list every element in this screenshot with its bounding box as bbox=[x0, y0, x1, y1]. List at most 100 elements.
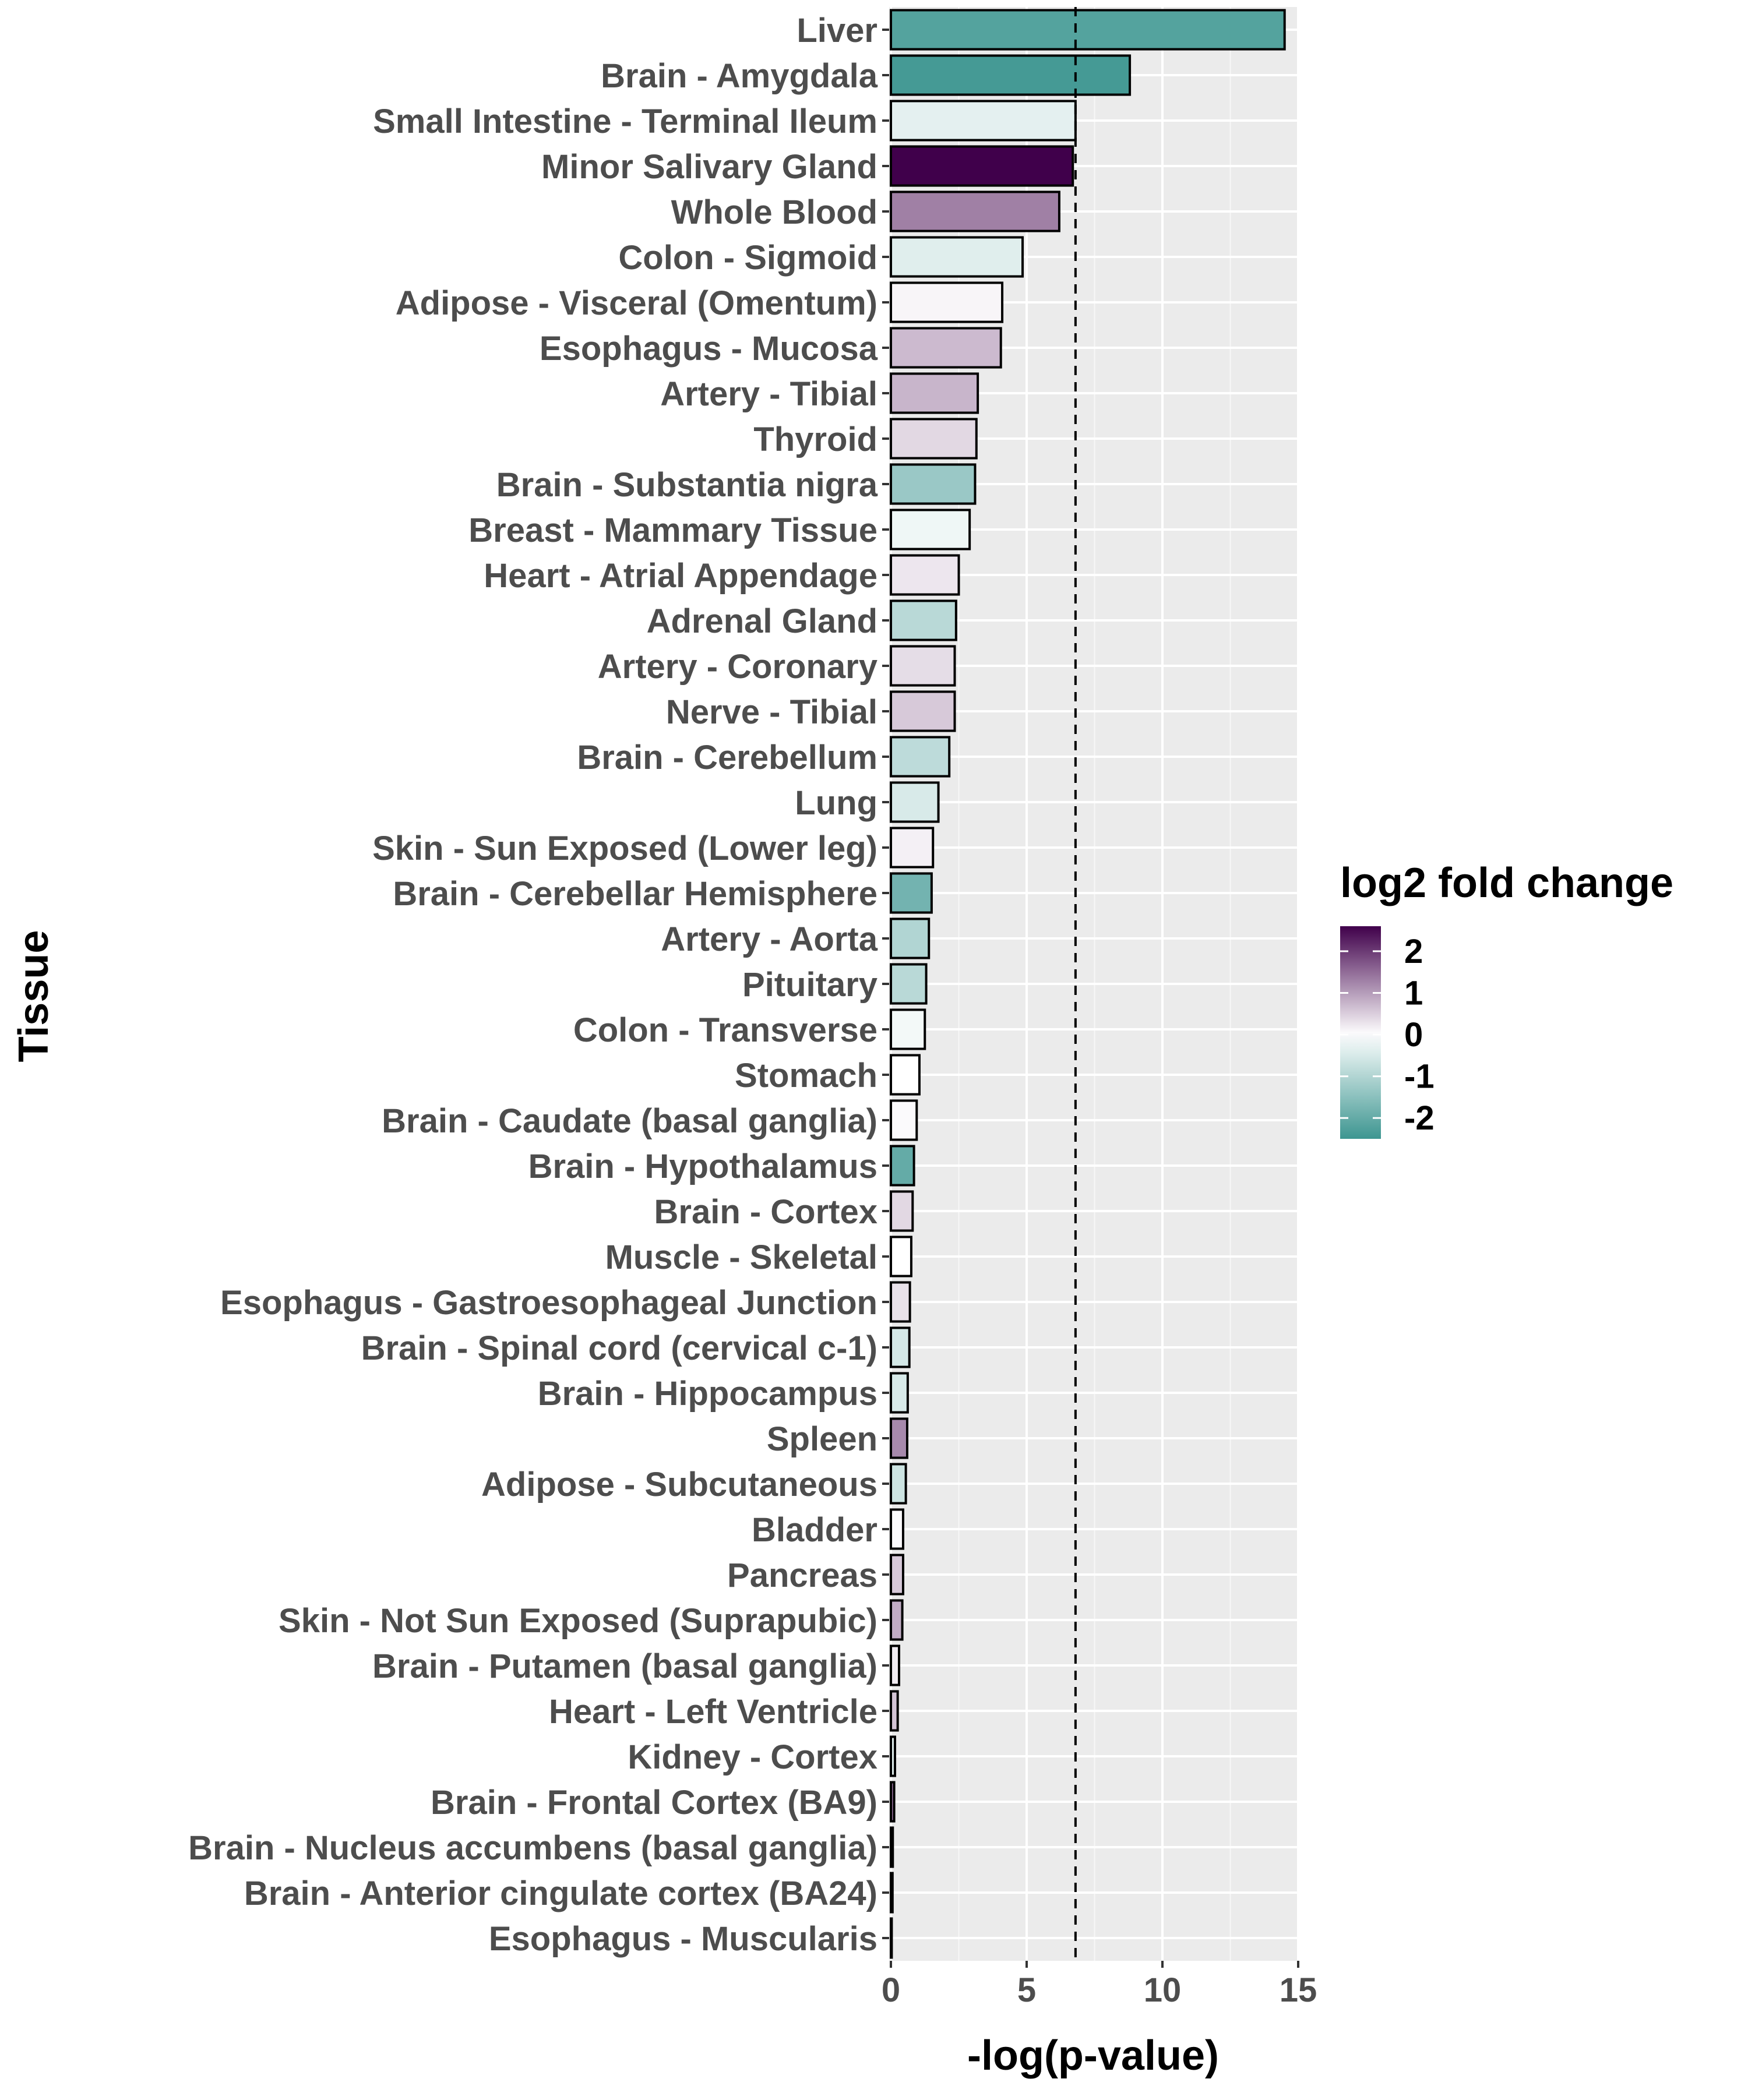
bars bbox=[890, 9, 1286, 1959]
bar bbox=[890, 645, 956, 687]
bar bbox=[890, 1735, 896, 1777]
category-label: Skin - Sun Exposed (Lower leg) bbox=[372, 830, 877, 867]
category-label: Esophagus - Gastroesophageal Junction bbox=[220, 1284, 877, 1322]
bar bbox=[890, 1281, 911, 1323]
category-label: Pancreas bbox=[727, 1557, 877, 1594]
category-label: Esophagus - Mucosa bbox=[540, 330, 878, 368]
x-tick-label: 5 bbox=[1017, 1971, 1036, 2009]
bar bbox=[890, 736, 951, 778]
bar bbox=[890, 1054, 921, 1096]
bar bbox=[890, 690, 956, 732]
bar bbox=[890, 1372, 909, 1414]
bar bbox=[890, 1508, 904, 1550]
category-label: Brain - Cortex bbox=[654, 1193, 877, 1231]
legend-tick-label: 1 bbox=[1404, 975, 1423, 1012]
legend-tick-label: 2 bbox=[1404, 933, 1423, 970]
y-axis-title: Tissue bbox=[10, 930, 57, 1063]
bar bbox=[890, 509, 971, 550]
bar bbox=[890, 1826, 894, 1868]
bar bbox=[890, 1644, 900, 1686]
x-axis-title: -log(p-value) bbox=[967, 2032, 1219, 2079]
category-label: Heart - Atrial Appendage bbox=[484, 557, 877, 595]
legend-tick-label: -1 bbox=[1404, 1058, 1435, 1096]
x-tick-label: 0 bbox=[882, 1971, 900, 2009]
bar bbox=[890, 554, 960, 596]
bar bbox=[890, 1599, 904, 1641]
bar bbox=[890, 1008, 926, 1050]
category-label: Stomach bbox=[735, 1057, 877, 1095]
bar bbox=[890, 463, 977, 505]
category-label: Adipose - Visceral (Omentum) bbox=[396, 284, 877, 322]
bar bbox=[890, 1190, 914, 1232]
x-tick-label: 10 bbox=[1144, 1971, 1182, 2009]
bar bbox=[890, 1690, 899, 1732]
category-label: Brain - Hippocampus bbox=[538, 1375, 877, 1413]
category-label: Adipose - Subcutaneous bbox=[481, 1466, 877, 1503]
legend-title: log2 fold change bbox=[1340, 860, 1673, 906]
category-label: Esophagus - Muscularis bbox=[489, 1920, 877, 1958]
legend-tick-label: -2 bbox=[1404, 1099, 1435, 1137]
category-label: Artery - Tibial bbox=[660, 375, 877, 413]
bar bbox=[890, 1872, 894, 1914]
bar bbox=[890, 190, 1060, 232]
bar bbox=[890, 1236, 912, 1277]
category-label: Bladder bbox=[752, 1511, 877, 1549]
category-label: Pituitary bbox=[742, 966, 877, 1004]
category-label: Brain - Nucleus accumbens (basal ganglia… bbox=[188, 1829, 877, 1867]
category-label: Artery - Coronary bbox=[598, 648, 877, 686]
category-label: Brain - Hypothalamus bbox=[528, 1148, 877, 1185]
bar bbox=[890, 54, 1132, 96]
bar bbox=[890, 827, 935, 869]
category-label: Brain - Caudate (basal ganglia) bbox=[382, 1102, 877, 1140]
bar bbox=[890, 872, 933, 914]
category-label: Artery - Aorta bbox=[661, 920, 877, 958]
category-label: Brain - Spinal cord (cervical c-1) bbox=[361, 1329, 877, 1367]
bar bbox=[890, 1099, 918, 1141]
x-axis-ticks: 0 5 10 15 bbox=[882, 1961, 1317, 2009]
bar bbox=[890, 917, 931, 959]
category-label: Small Intestine - Terminal Ileum bbox=[373, 103, 877, 140]
category-label: Liver bbox=[797, 12, 877, 50]
category-label: Brain - Cerebellum bbox=[577, 739, 877, 777]
category-label: Heart - Left Ventricle bbox=[549, 1693, 877, 1731]
category-label: Colon - Transverse bbox=[573, 1011, 877, 1049]
category-label: Brain - Amygdala bbox=[601, 57, 878, 95]
bar bbox=[890, 281, 1004, 323]
bar bbox=[890, 1145, 915, 1187]
bar bbox=[890, 1326, 911, 1368]
bar bbox=[890, 236, 1024, 278]
category-label: Breast - Mammary Tissue bbox=[468, 511, 877, 549]
legend-colorbar bbox=[1340, 926, 1381, 1139]
bar bbox=[890, 327, 1002, 369]
bar bbox=[890, 1417, 908, 1459]
bar bbox=[890, 1554, 904, 1596]
category-label: Kidney - Cortex bbox=[628, 1738, 877, 1776]
category-label: Brain - Frontal Cortex (BA9) bbox=[431, 1784, 877, 1822]
category-label: Brain - Putamen (basal ganglia) bbox=[372, 1647, 877, 1685]
category-label: Muscle - Skeletal bbox=[605, 1238, 877, 1276]
category-label: Brain - Anterior cingulate cortex (BA24) bbox=[244, 1875, 877, 1912]
bar bbox=[890, 1781, 896, 1823]
category-label: Lung bbox=[795, 784, 877, 822]
category-label: Adrenal Gland bbox=[647, 602, 877, 640]
category-label: Whole Blood bbox=[671, 193, 877, 231]
category-label: Colon - Sigmoid bbox=[618, 239, 877, 277]
category-labels: Liver Brain - Amygdala Small Intestine - T… bbox=[188, 12, 889, 1958]
category-label: Brain - Substantia nigra bbox=[496, 466, 878, 504]
legend: log2 fold change 2 1 0 -1-2 bbox=[1340, 860, 1673, 1139]
category-label: Brain - Cerebellar Hemisphere bbox=[393, 875, 877, 913]
category-label: Minor Salivary Gland bbox=[541, 148, 877, 186]
category-label: Nerve - Tibial bbox=[666, 693, 877, 731]
bar bbox=[890, 599, 957, 641]
bar bbox=[890, 372, 979, 414]
bar bbox=[890, 781, 940, 823]
bar bbox=[890, 100, 1077, 142]
bar bbox=[890, 145, 1074, 187]
category-label: Thyroid bbox=[753, 421, 877, 458]
bar bbox=[890, 9, 1286, 51]
category-label: Spleen bbox=[767, 1420, 877, 1458]
x-tick-label: 15 bbox=[1280, 1971, 1317, 2009]
bar bbox=[890, 963, 928, 1005]
